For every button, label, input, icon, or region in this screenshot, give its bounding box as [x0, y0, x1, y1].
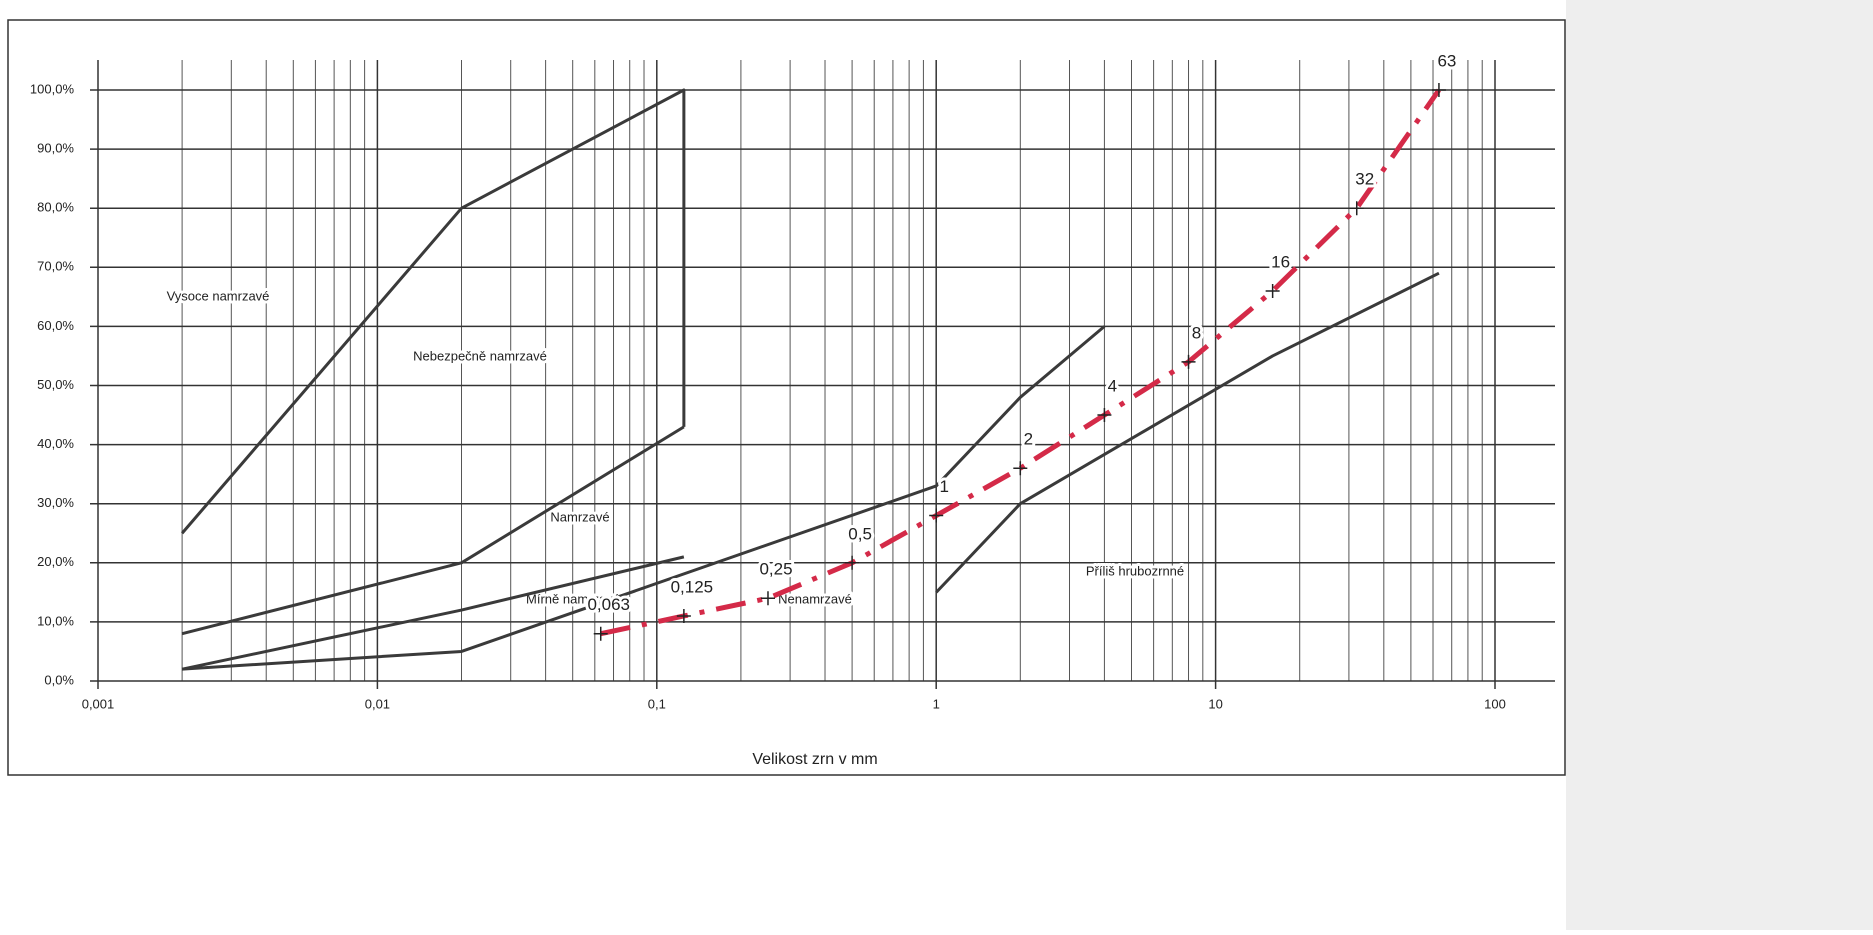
region-label: Namrzavé: [550, 509, 609, 524]
boundary-line: [180, 88, 686, 535]
point-marker: [1349, 201, 1364, 216]
point-marker: [845, 555, 860, 570]
point-label: 8: [1192, 323, 1201, 342]
point-marker: [929, 508, 944, 523]
y-tick-label: 0,0%: [44, 672, 74, 687]
region-label: Nebezpečně namrzavé: [413, 348, 547, 363]
y-tick-label: 30,0%: [37, 495, 74, 510]
region-label: Příliš hrubozrnné: [1086, 563, 1184, 578]
y-tick-label: 10,0%: [37, 613, 74, 628]
point-marker: [760, 591, 775, 606]
boundary-line: [181, 555, 685, 671]
x-tick-label: 1: [933, 696, 940, 711]
point-label: 0,063: [587, 595, 630, 614]
boundary-line: [181, 425, 685, 636]
point-marker: [593, 626, 608, 641]
y-tick-label: 100,0%: [30, 81, 75, 96]
point-label: 0,5: [848, 524, 872, 543]
region-label: Vysoce namrzavé: [167, 288, 270, 303]
point-label: 63: [1437, 51, 1456, 70]
point-label: 4: [1108, 377, 1117, 396]
y-tick-label: 80,0%: [37, 200, 74, 215]
point-label: 0,25: [759, 560, 792, 579]
y-tick-label: 40,0%: [37, 436, 74, 451]
point-label: 0,125: [671, 577, 714, 596]
x-tick-label: 100: [1484, 696, 1506, 711]
y-tick-label: 50,0%: [37, 377, 74, 392]
x-tick-label: 0,001: [82, 696, 115, 711]
boundary-line: [182, 325, 1106, 671]
x-axis-title: Velikost zrn v mm: [752, 751, 877, 768]
point-marker: [1431, 83, 1446, 97]
boundary-line: [935, 271, 1440, 594]
y-tick-label: 60,0%: [37, 318, 74, 333]
x-tick-label: 0,1: [648, 696, 666, 711]
point-marker: [1265, 283, 1280, 298]
point-marker: [676, 608, 691, 623]
grid: [90, 60, 1555, 689]
x-tick-label: 10: [1208, 696, 1222, 711]
point-marker: [1097, 408, 1112, 423]
point-label: 32: [1355, 170, 1374, 189]
point-label: 1: [939, 477, 948, 496]
point-marker: [1181, 354, 1196, 369]
frame: [7, 19, 1566, 776]
y-tick-label: 90,0%: [37, 141, 74, 156]
y-tick-label: 70,0%: [37, 259, 74, 274]
region-label: Nenamrzavé: [778, 591, 852, 606]
point-marker: [1013, 461, 1028, 476]
x-tick-label: 0,01: [365, 696, 390, 711]
point-label: 2: [1024, 430, 1033, 449]
point-label: 16: [1271, 252, 1290, 271]
y-tick-label: 20,0%: [37, 554, 74, 569]
scan-margin: [1566, 0, 1873, 930]
